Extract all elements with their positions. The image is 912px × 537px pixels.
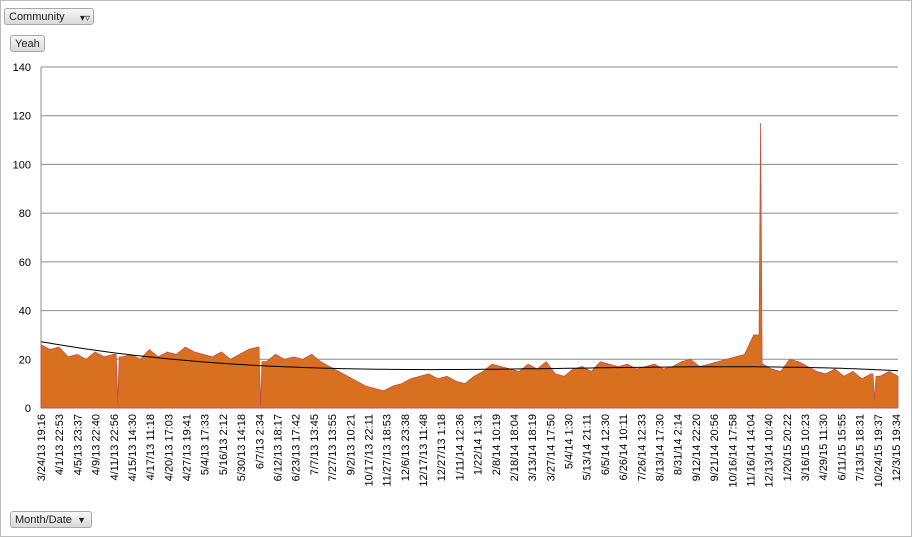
x-tick-label: 9/2/13 10:21: [345, 414, 357, 475]
x-tick-label: 7/27/13 13:55: [327, 414, 339, 481]
x-tick-label: 8/31/14 2:14: [673, 414, 685, 475]
x-tick-label: 7/7/13 13:45: [309, 414, 321, 475]
x-tick-label: 1/20/15 20:22: [782, 414, 794, 481]
x-tick-label: 9/12/14 22:20: [691, 414, 703, 481]
x-tick-label: 5/16/13 2:12: [218, 414, 230, 475]
trendline: [40, 341, 899, 372]
x-tick-label: 10/24/15 19:37: [873, 414, 885, 487]
y-tick-label: 120: [13, 111, 31, 123]
x-tick-label: 11/27/13 18:53: [382, 414, 394, 487]
x-tick-label: 3/13/14 18:19: [527, 414, 539, 481]
x-tick-label: 4/17/13 11:18: [145, 414, 157, 480]
x-tick-label: 10/17/13 22:11: [363, 414, 375, 487]
x-tick-label: 6/12/13 18:17: [273, 414, 285, 481]
x-tick-label: 12/6/13 23:38: [400, 414, 412, 481]
x-tick-label: 1/22/14 1:31: [473, 414, 485, 475]
x-tick-label: 10/16/14 17:58: [727, 414, 739, 487]
x-tick-label: 12/17/13 11:48: [418, 414, 430, 487]
x-tick-label: 2/8/14 10:19: [491, 414, 503, 475]
x-tick-label: 4/15/13 14:30: [127, 414, 139, 481]
x-tick-label: 4/11/13 22:56: [109, 414, 121, 480]
series-button-label: Yeah: [15, 38, 40, 50]
x-tick-label: 5/30/13 14:18: [236, 414, 248, 481]
x-tick-label: 5/13/14 21:11: [582, 414, 594, 480]
x-tick-label: 6/23/13 17:42: [291, 414, 303, 481]
axis-button-label: Month/Date: [15, 514, 72, 526]
x-tick-label: 8/13/14 17:30: [655, 414, 667, 481]
chevron-down-icon[interactable]: ▼: [77, 515, 86, 525]
x-tick-label: 4/9/13 22:40: [91, 414, 103, 475]
series-field-button[interactable]: Yeah: [10, 35, 45, 52]
y-axis-tick-labels: 0 20 40 60 80 100 120 140: [13, 62, 31, 415]
x-tick-label: 1/11/14 12:36: [454, 414, 466, 480]
x-tick-label: 6/26/14 10:11: [618, 414, 630, 480]
y-tick-label: 20: [19, 354, 31, 366]
community-filter-button[interactable]: Community ▾▿: [4, 8, 94, 25]
x-tick-label: 6/7/13 2:34: [254, 414, 266, 469]
x-tick-label: 3/16/15 10:23: [800, 414, 812, 481]
filter-button-label: Community: [9, 11, 65, 23]
x-tick-label: 7/26/14 12:33: [636, 414, 648, 481]
x-tick-label: 7/13/15 18:31: [855, 414, 867, 481]
plot-area: [40, 122, 899, 409]
x-tick-label: 4/27/13 19:41: [182, 414, 194, 481]
x-tick-label: 4/5/13 23:37: [72, 414, 84, 475]
x-tick-label: 2/18/14 18:04: [509, 414, 521, 481]
x-tick-label: 3/24/13 19:16: [36, 414, 48, 481]
y-tick-label: 60: [19, 257, 31, 269]
series-area-yeah: [40, 122, 899, 409]
y-tick-label: 80: [19, 208, 31, 220]
x-tick-label: 4/29/15 11:30: [818, 414, 830, 480]
x-tick-label: 4/20/13 17:03: [163, 414, 175, 481]
x-axis-tick-labels: 3/24/13 19:16 4/1/13 22:53 4/5/13 23:37 4/9…: [36, 414, 903, 487]
x-tick-label: 12/13/14 10:40: [764, 414, 776, 487]
x-tick-label: 6/5/14 12:30: [600, 414, 612, 475]
axis-field-button[interactable]: Month/Date ▼: [10, 511, 92, 528]
x-tick-label: 5/4/13 17:33: [200, 414, 212, 475]
y-tick-label: 100: [13, 159, 31, 171]
y-tick-label: 0: [25, 403, 31, 415]
y-tick-label: 40: [19, 306, 31, 318]
x-tick-label: 6/11/15 15:55: [836, 414, 848, 480]
filter-icon[interactable]: ▾▿: [79, 13, 90, 24]
y-tick-label: 140: [13, 62, 31, 74]
x-tick-label: 3/27/14 17:50: [545, 414, 557, 481]
x-tick-label: 11/16/14 14:04: [746, 414, 758, 487]
x-tick-label: 12/27/13 1:18: [436, 414, 448, 481]
x-tick-label: 12/3/15 19:34: [891, 414, 903, 481]
x-tick-label: 4/1/13 22:53: [54, 414, 66, 475]
x-tick-label: 9/21/14 20:56: [709, 414, 721, 481]
x-tick-label: 5/4/14 1:30: [564, 414, 576, 469]
